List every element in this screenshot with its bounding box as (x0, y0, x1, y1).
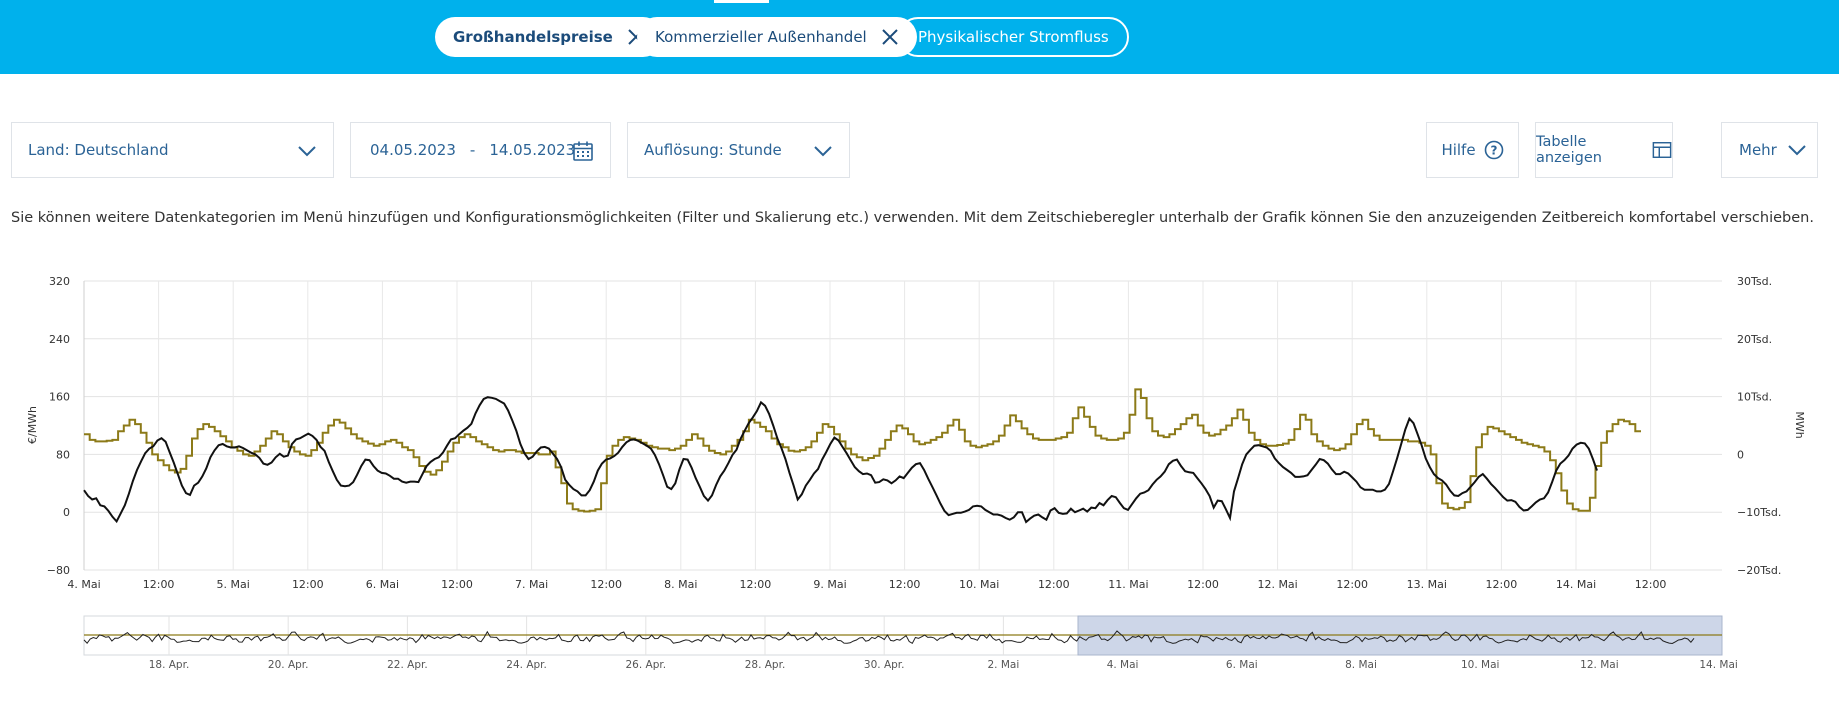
x-tick-label: 12:00 (889, 578, 921, 591)
time-navigator[interactable]: 18. Apr. 20. Apr. 22. Apr. 24. Apr. 26. Apr.… (83, 615, 1738, 671)
more-menu-button[interactable]: Mehr (1721, 122, 1818, 178)
help-button-label: Hilfe (1441, 141, 1476, 159)
navigator-x-label: 28. Apr. (745, 659, 786, 671)
x-tick-label: 12:00 (1038, 578, 1070, 591)
x-tick-label: 7. Mai (515, 578, 548, 591)
x-tick-label: 5. Mai (217, 578, 250, 591)
x-tick-label: 8. Mai (664, 578, 697, 591)
x-tick-label: 12:00 (441, 578, 473, 591)
date-range-picker[interactable]: 04.05.2023 - 14.05.2023 (350, 122, 611, 178)
x-tick-label: 14. Mai (1556, 578, 1596, 591)
y-right-tick-label: 30Tsd. (1737, 275, 1772, 288)
series-line-kommerzieller-aussenhandel[interactable] (83, 396, 1598, 524)
active-tab-indicator (714, 0, 769, 3)
x-tick-label: 11. Mai (1108, 578, 1148, 591)
chip-label: Kommerzieller Außenhandel (655, 28, 867, 46)
x-tick-label: 9. Mai (813, 578, 846, 591)
chevron-down-icon (814, 146, 832, 157)
chip-physikalischer-stromfluss[interactable]: Physikalischer Stromfluss (898, 17, 1129, 57)
navigator-x-label: 12. Mai (1580, 659, 1618, 671)
x-tick-label: 12:00 (1486, 578, 1518, 591)
more-menu-label: Mehr (1739, 141, 1777, 159)
show-table-button[interactable]: Tabelle anzeigen (1535, 122, 1673, 178)
x-axis-ticks: 4. Mai 12:00 5. Mai 12:00 6. Mai 12:00 7. Mai 1… (67, 578, 1666, 591)
y-right-tick-label: 20Tsd. (1737, 333, 1772, 346)
y-right-tick-label: −10Tsd. (1737, 506, 1781, 519)
close-icon[interactable] (881, 28, 899, 46)
chevron-down-icon (298, 146, 316, 157)
x-tick-label: 12. Mai (1257, 578, 1297, 591)
y-left-tick-label: 320 (49, 275, 70, 288)
navigator-x-label: 26. Apr. (626, 659, 667, 671)
x-tick-label: 12:00 (1635, 578, 1667, 591)
top-navigation-bar: Großhandelspreise Kommerzieller Außenhan… (0, 0, 1839, 74)
date-to-field[interactable]: 14.05.2023 (489, 141, 576, 159)
y-axis-right-ticks: 30Tsd. 20Tsd. 10Tsd. 0 −10Tsd. −20Tsd. (1737, 275, 1781, 577)
calendar-icon[interactable] (572, 140, 594, 162)
navigator-x-label: 20. Apr. (268, 659, 309, 671)
navigator-x-label: 30. Apr. (864, 659, 905, 671)
navigator-trade-line (83, 630, 1695, 645)
help-button[interactable]: Hilfe ? (1426, 122, 1519, 178)
help-icon: ? (1484, 140, 1503, 160)
x-tick-label: 12:00 (1187, 578, 1219, 591)
y-right-tick-label: −20Tsd. (1737, 564, 1781, 577)
series-line-grosshandelspreise[interactable] (84, 388, 1641, 513)
y-left-tick-label: −80 (47, 564, 70, 577)
chip-kommerzieller-aussenhandel[interactable]: Kommerzieller Außenhandel (637, 17, 917, 57)
x-tick-label: 12:00 (740, 578, 772, 591)
navigator-x-labels: 18. Apr. 20. Apr. 22. Apr. 24. Apr. 26. Apr.… (149, 659, 1738, 671)
navigator-x-label: 8. Mai (1345, 659, 1377, 671)
x-tick-label: 12:00 (1336, 578, 1368, 591)
navigator-x-label: 18. Apr. (149, 659, 190, 671)
navigator-x-label: 2. Mai (988, 659, 1020, 671)
y-left-tick-label: 80 (56, 448, 70, 461)
x-tick-label: 6. Mai (366, 578, 399, 591)
chart-gridlines (83, 280, 1722, 571)
y-right-tick-label: 0 (1737, 448, 1744, 461)
navigator-x-label: 10. Mai (1461, 659, 1499, 671)
price-trade-chart[interactable]: 320 240 160 80 0 −80 30Tsd. 20Tsd. 10Tsd. 0 −10Ts… (0, 262, 1839, 682)
x-tick-label: 13. Mai (1407, 578, 1447, 591)
description-text: Sie können weitere Datenkategorien im Me… (11, 210, 1814, 226)
y-axis-left-label: €/MWh (26, 406, 39, 444)
country-select[interactable]: Land: Deutschland (11, 122, 334, 178)
y-left-tick-label: 160 (49, 391, 70, 404)
x-tick-label: 12:00 (292, 578, 324, 591)
date-separator: - (469, 141, 476, 159)
svg-text:?: ? (1490, 144, 1497, 158)
show-table-button-label: Tabelle anzeigen (1536, 134, 1602, 166)
resolution-select[interactable]: Auflösung: Stunde (627, 122, 850, 178)
navigator-x-label: 4. Mai (1107, 659, 1139, 671)
date-from-field[interactable]: 04.05.2023 (370, 141, 456, 159)
navigator-x-label: 24. Apr. (506, 659, 547, 671)
country-select-label: Land: Deutschland (28, 141, 169, 159)
chip-label: Physikalischer Stromfluss (918, 28, 1109, 46)
y-left-tick-label: 240 (49, 333, 70, 346)
chip-label: Großhandelspreise (453, 28, 613, 46)
x-tick-label: 12:00 (590, 578, 622, 591)
y-axis-left-ticks: 320 240 160 80 0 −80 (47, 275, 70, 577)
y-right-tick-label: 10Tsd. (1737, 391, 1772, 404)
chip-grosshandelspreise[interactable]: Großhandelspreise (435, 17, 663, 57)
x-tick-label: 10. Mai (959, 578, 999, 591)
chevron-down-icon (1788, 145, 1806, 156)
x-tick-label: 12:00 (143, 578, 175, 591)
navigator-x-label: 6. Mai (1226, 659, 1258, 671)
x-tick-label: 4. Mai (67, 578, 100, 591)
navigator-x-label: 22. Apr. (387, 659, 428, 671)
navigator-x-label: 14. Mai (1699, 659, 1737, 671)
resolution-select-label: Auflösung: Stunde (644, 141, 782, 159)
y-axis-right-label: MWh (1793, 411, 1806, 438)
table-icon (1652, 142, 1672, 158)
y-left-tick-label: 0 (63, 506, 70, 519)
